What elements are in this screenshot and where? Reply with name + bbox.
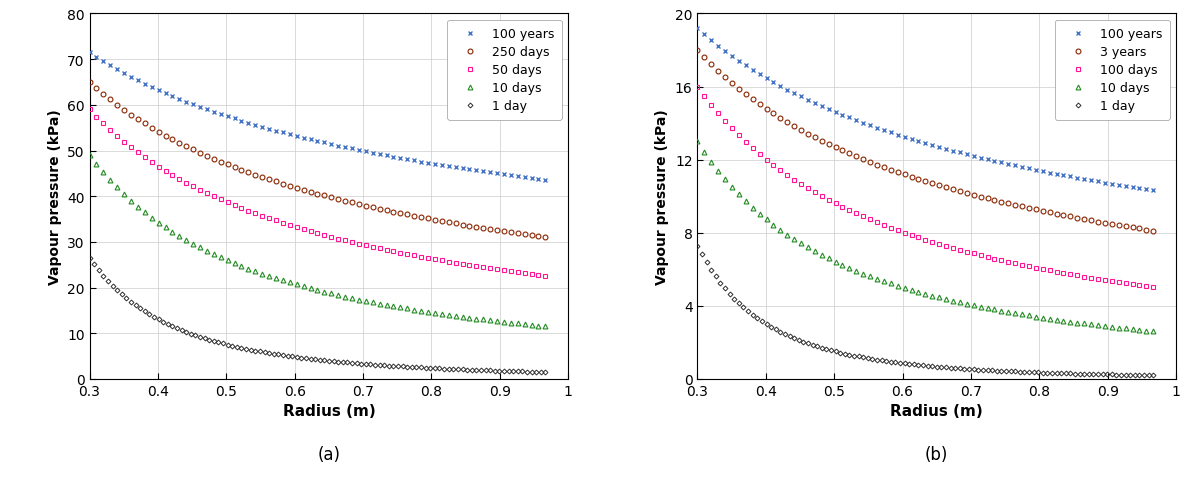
250 days xyxy=(152,130,166,135)
250 days xyxy=(186,147,201,153)
1 day xyxy=(1109,372,1124,378)
1 day xyxy=(318,358,332,363)
100 days xyxy=(1035,266,1050,272)
Line: 10 days: 10 days xyxy=(695,140,1156,334)
100 years xyxy=(690,26,704,32)
3 years xyxy=(1119,224,1133,229)
100 years xyxy=(876,128,891,133)
100 days xyxy=(1119,281,1133,287)
Line: 100 years: 100 years xyxy=(87,51,548,183)
10 days xyxy=(186,241,201,247)
100 years xyxy=(511,174,525,180)
3 years xyxy=(794,128,808,133)
10 days xyxy=(82,153,97,158)
1 day xyxy=(515,369,529,374)
1 day xyxy=(538,370,553,375)
10 days xyxy=(269,276,283,282)
1 day xyxy=(925,363,940,369)
100 days xyxy=(690,84,704,90)
3 years xyxy=(1035,209,1050,215)
Line: 50 days: 50 days xyxy=(87,108,548,278)
Line: 100 days: 100 days xyxy=(695,85,1156,290)
X-axis label: Radius (m): Radius (m) xyxy=(283,404,375,419)
1 day xyxy=(189,333,203,338)
10 days xyxy=(427,310,442,316)
Line: 1 day: 1 day xyxy=(696,244,1155,377)
1 day xyxy=(962,366,977,372)
50 days xyxy=(511,270,525,276)
Line: 3 years: 3 years xyxy=(695,48,1156,234)
100 years xyxy=(82,50,97,56)
250 days xyxy=(427,217,442,223)
250 days xyxy=(82,80,97,85)
3 years xyxy=(759,107,774,113)
1 day xyxy=(777,332,792,337)
50 days xyxy=(290,225,304,230)
100 days xyxy=(794,182,808,188)
10 days xyxy=(290,282,304,288)
1 day xyxy=(82,255,97,261)
50 days xyxy=(269,218,283,224)
10 days xyxy=(1119,326,1133,332)
10 days xyxy=(759,217,774,223)
100 years xyxy=(794,95,808,100)
3 years xyxy=(1146,228,1161,234)
250 days xyxy=(290,186,304,192)
10 days xyxy=(794,241,808,247)
100 years xyxy=(269,128,283,134)
100 years xyxy=(1035,169,1050,175)
Line: 100 years: 100 years xyxy=(695,26,1156,193)
100 days xyxy=(1146,285,1161,290)
10 days xyxy=(538,324,553,329)
250 days xyxy=(538,235,553,240)
50 days xyxy=(427,257,442,263)
3 years xyxy=(876,165,891,170)
100 years xyxy=(1146,188,1161,194)
100 years xyxy=(759,76,774,82)
Legend: 100 years, 250 days, 50 days, 10 days, 1 day: 100 years, 250 days, 50 days, 10 days, 1… xyxy=(447,21,562,120)
100 years xyxy=(898,134,912,140)
10 days xyxy=(511,321,525,326)
1 day xyxy=(355,361,369,367)
X-axis label: Radius (m): Radius (m) xyxy=(891,404,983,419)
100 years xyxy=(538,178,553,183)
100 days xyxy=(876,223,891,228)
Text: (b): (b) xyxy=(925,445,948,463)
50 days xyxy=(152,164,166,170)
100 years xyxy=(152,88,166,94)
10 days xyxy=(690,139,704,145)
3 years xyxy=(898,172,912,178)
Legend: 100 years, 3 years, 100 days, 10 days, 1 day: 100 years, 3 years, 100 days, 10 days, 1… xyxy=(1055,21,1170,120)
1 day xyxy=(1146,372,1161,378)
250 days xyxy=(511,231,525,237)
250 days xyxy=(269,179,283,185)
Line: 10 days: 10 days xyxy=(87,153,548,329)
100 years xyxy=(290,134,304,140)
1 day xyxy=(501,368,516,374)
50 days xyxy=(538,274,553,279)
10 days xyxy=(1035,315,1050,321)
1 day xyxy=(796,339,811,345)
100 years xyxy=(186,102,201,108)
3 years xyxy=(690,48,704,54)
Text: (a): (a) xyxy=(318,445,340,463)
1 day xyxy=(690,243,704,249)
50 days xyxy=(186,184,201,190)
50 days xyxy=(82,108,97,113)
10 days xyxy=(898,285,912,291)
Y-axis label: Vapour pressure (kPa): Vapour pressure (kPa) xyxy=(48,109,62,285)
10 days xyxy=(152,220,166,226)
100 years xyxy=(1119,184,1133,190)
1 day xyxy=(1124,372,1138,378)
100 years xyxy=(427,162,442,168)
Line: 250 days: 250 days xyxy=(87,80,548,240)
100 days xyxy=(898,230,912,236)
Line: 1 day: 1 day xyxy=(88,257,547,374)
Y-axis label: Vapour pressure (kPa): Vapour pressure (kPa) xyxy=(656,109,670,285)
100 days xyxy=(759,157,774,163)
10 days xyxy=(1146,329,1161,335)
10 days xyxy=(876,278,891,284)
1 day xyxy=(170,325,184,331)
